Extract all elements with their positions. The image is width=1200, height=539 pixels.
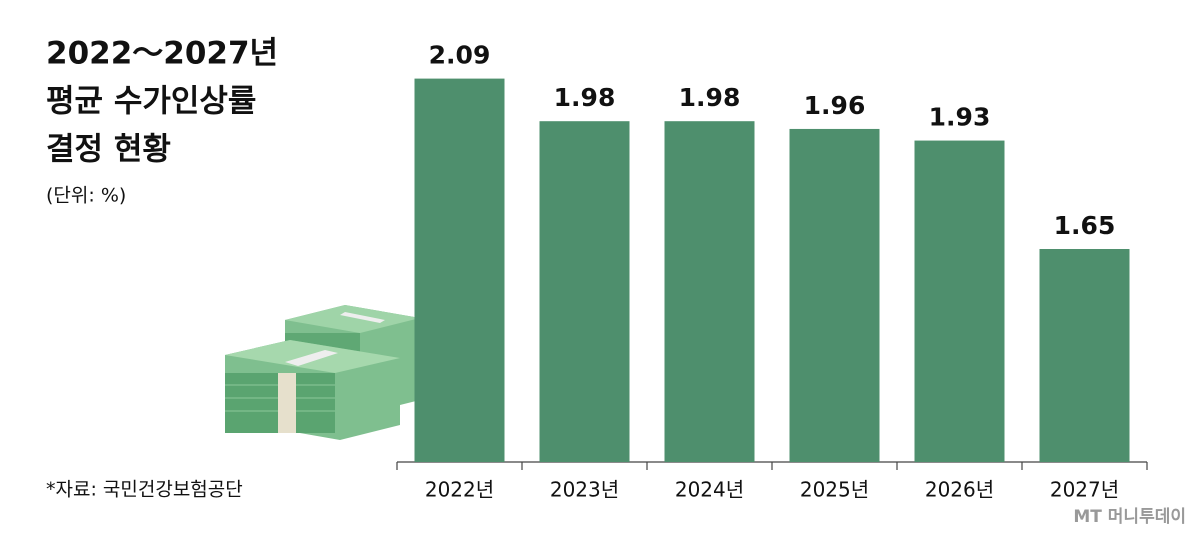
chart-title: 2022～2027년: [46, 36, 278, 72]
value-label: 1.96: [804, 91, 866, 120]
value-label: 2.09: [429, 41, 491, 70]
value-label: 1.93: [929, 103, 991, 132]
x-tick-label: 2026년: [925, 478, 994, 502]
bar: [914, 140, 1005, 462]
source-note: *자료: 국민건강보험공단: [46, 479, 243, 501]
chart-title: 결정 현황: [46, 132, 171, 168]
money-illustration: [225, 305, 420, 440]
x-tick-label: 2023년: [550, 478, 619, 502]
bar: [664, 121, 755, 462]
bar: [414, 78, 505, 462]
x-tick-label: 2024년: [675, 478, 744, 502]
watermark: MT 머니투데이: [1073, 507, 1186, 527]
bar: [789, 128, 880, 463]
x-tick-label: 2022년: [425, 478, 494, 502]
bar: [539, 121, 630, 462]
x-tick-label: 2025년: [800, 478, 869, 502]
value-label: 1.65: [1054, 211, 1116, 240]
x-tick-label: 2027년: [1050, 478, 1119, 502]
bar: [1039, 249, 1130, 462]
value-label: 1.98: [554, 83, 616, 112]
value-label: 1.98: [679, 83, 741, 112]
unit-note: (단위: %): [46, 185, 126, 207]
chart-title: 평균 수가인상률: [46, 84, 256, 120]
